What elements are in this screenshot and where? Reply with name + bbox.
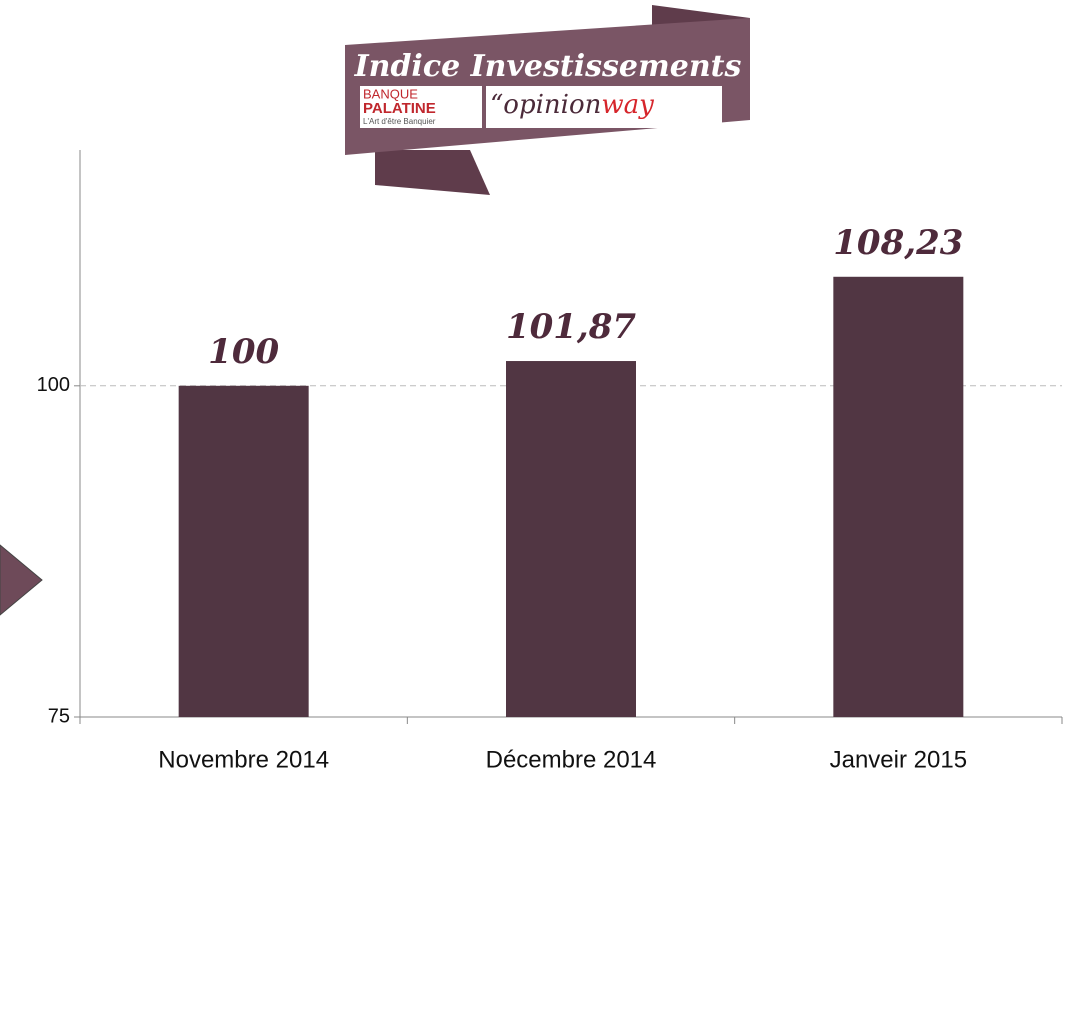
logo-text: BANQUE xyxy=(363,86,418,101)
logo-text: way xyxy=(601,90,654,120)
y-tick-label: 100 xyxy=(37,374,70,396)
logo-text: “opinionway xyxy=(490,90,654,120)
y-tick-label: 75 xyxy=(48,705,70,727)
logo-text: “opinion xyxy=(490,90,601,120)
chart-title: Indice Investissements xyxy=(354,49,742,84)
bar xyxy=(178,385,309,717)
value-label: 101,87 xyxy=(506,307,636,347)
value-label: 100 xyxy=(208,332,279,372)
side-arrow xyxy=(0,544,43,616)
bar xyxy=(833,276,964,717)
x-tick-label: Novembre 2014 xyxy=(158,746,329,773)
x-tick-label: Janveir 2015 xyxy=(830,746,967,773)
bar xyxy=(506,361,636,717)
logo-text: PALATINE xyxy=(363,100,436,117)
value-label: 108,23 xyxy=(833,223,963,263)
logo-box xyxy=(360,86,482,128)
logo-box xyxy=(486,86,722,128)
x-tick-label: Décembre 2014 xyxy=(486,746,657,773)
logo-text: L'Art d'être Banquier xyxy=(363,117,436,126)
banner-tail xyxy=(375,150,490,195)
